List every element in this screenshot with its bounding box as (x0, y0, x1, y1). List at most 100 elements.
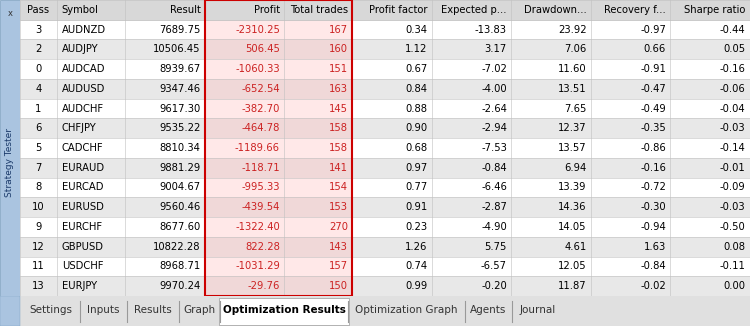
Text: -0.16: -0.16 (640, 163, 666, 173)
Bar (125, 118, 205, 138)
Text: EURJPY: EURJPY (62, 281, 97, 291)
Bar (284, 118, 352, 138)
Text: Sharpe ratio: Sharpe ratio (684, 5, 746, 15)
Text: 3: 3 (35, 24, 41, 35)
Text: -0.03: -0.03 (720, 202, 746, 212)
Text: CADCHF: CADCHF (62, 143, 104, 153)
Text: 12.05: 12.05 (558, 261, 586, 272)
Text: -0.03: -0.03 (720, 123, 746, 133)
Text: 0.99: 0.99 (405, 281, 427, 291)
Text: 10: 10 (32, 202, 45, 212)
Text: -13.83: -13.83 (475, 24, 507, 35)
Text: -2310.25: -2310.25 (236, 24, 280, 35)
Text: 11.87: 11.87 (558, 281, 586, 291)
Text: 0.91: 0.91 (405, 202, 427, 212)
Text: EURAUD: EURAUD (62, 163, 104, 173)
Bar (284, 257, 352, 276)
Bar (205, 0, 352, 296)
Text: Results: Results (134, 305, 172, 315)
Text: -0.47: -0.47 (640, 84, 666, 94)
Text: 0: 0 (35, 64, 41, 74)
Text: -0.94: -0.94 (640, 222, 666, 232)
Bar (591, 197, 670, 217)
Text: 4: 4 (35, 84, 41, 94)
Bar (512, 118, 591, 138)
Text: 158: 158 (328, 143, 348, 153)
Bar (352, 237, 432, 257)
Text: 13.57: 13.57 (558, 143, 586, 153)
Bar (125, 20, 205, 39)
Bar (58, 118, 125, 138)
Bar (670, 20, 750, 39)
Text: 506.45: 506.45 (245, 44, 280, 54)
Bar (591, 59, 670, 79)
Text: Symbol: Symbol (62, 5, 99, 15)
Text: 141: 141 (328, 163, 348, 173)
Text: 8: 8 (35, 183, 41, 192)
Text: -464.78: -464.78 (242, 123, 280, 133)
Text: Journal: Journal (520, 305, 556, 315)
Bar (670, 197, 750, 217)
Text: 6: 6 (35, 123, 42, 133)
Bar (352, 217, 432, 237)
Bar (432, 118, 512, 138)
Bar (20, 178, 58, 197)
Bar (284, 99, 352, 118)
Bar (432, 276, 512, 296)
Bar (352, 0, 432, 20)
Bar (352, 178, 432, 197)
Bar (591, 257, 670, 276)
Bar (512, 59, 591, 79)
Text: 160: 160 (328, 44, 348, 54)
Text: 1.12: 1.12 (405, 44, 427, 54)
Bar (284, 197, 352, 217)
Text: -0.11: -0.11 (720, 261, 746, 272)
Text: -0.16: -0.16 (720, 64, 746, 74)
Bar (432, 99, 512, 118)
Bar (352, 276, 432, 296)
Bar (125, 79, 205, 99)
Bar (58, 217, 125, 237)
Text: 11.60: 11.60 (558, 64, 586, 74)
Bar (20, 138, 58, 158)
Text: -1031.29: -1031.29 (236, 261, 280, 272)
Bar (670, 276, 750, 296)
Text: -2.94: -2.94 (481, 123, 507, 133)
Text: 0.67: 0.67 (405, 64, 427, 74)
Bar (591, 0, 670, 20)
Bar (205, 158, 284, 178)
Bar (591, 79, 670, 99)
Bar (432, 79, 512, 99)
Text: 0.90: 0.90 (405, 123, 427, 133)
Text: 151: 151 (328, 64, 348, 74)
Text: -6.57: -6.57 (481, 261, 507, 272)
Text: 10506.45: 10506.45 (153, 44, 200, 54)
Text: -0.01: -0.01 (720, 163, 746, 173)
Bar (205, 178, 284, 197)
Text: 9535.22: 9535.22 (159, 123, 200, 133)
Text: -7.02: -7.02 (481, 64, 507, 74)
Bar (205, 276, 284, 296)
Bar (0, 296, 20, 326)
Text: 153: 153 (328, 202, 348, 212)
Text: 5.75: 5.75 (484, 242, 507, 252)
Text: 0.97: 0.97 (405, 163, 427, 173)
Text: 9560.46: 9560.46 (159, 202, 200, 212)
Bar (512, 20, 591, 39)
Bar (125, 257, 205, 276)
Bar (58, 59, 125, 79)
Bar (125, 178, 205, 197)
Text: 1: 1 (35, 104, 42, 113)
Bar (670, 257, 750, 276)
Text: 1.26: 1.26 (405, 242, 427, 252)
Bar (670, 59, 750, 79)
Text: -0.97: -0.97 (640, 24, 666, 35)
Text: -382.70: -382.70 (242, 104, 280, 113)
Text: 14.05: 14.05 (558, 222, 586, 232)
Text: 167: 167 (328, 24, 348, 35)
Text: AUDJPY: AUDJPY (62, 44, 98, 54)
Bar (58, 178, 125, 197)
Text: EURCHF: EURCHF (62, 222, 102, 232)
Text: -4.90: -4.90 (482, 222, 507, 232)
Bar (205, 20, 284, 39)
